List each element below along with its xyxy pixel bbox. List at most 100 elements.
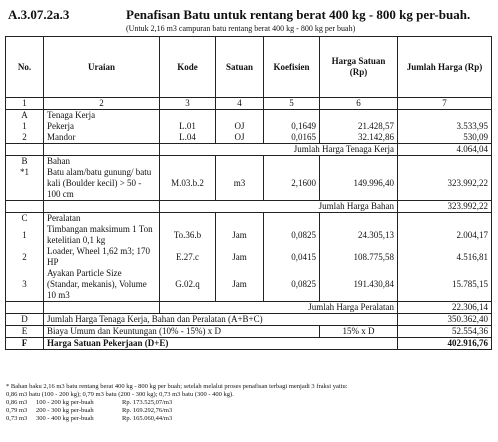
table-row: 3 Ayakan Particle Size (Standar, mekanis… xyxy=(5,268,492,302)
row-harga: 149.996,40 xyxy=(319,167,398,201)
col-header-no: No. xyxy=(5,36,44,98)
subtotal-label: Jumlah Harga Tenaga Kerja xyxy=(159,143,398,156)
total-label: Jumlah Harga Tenaga Kerja, Bahan dan Per… xyxy=(43,313,398,326)
table-row: 2 Mandor L.04 OJ 0,0165 32.142,86 530,09 xyxy=(5,132,492,144)
row-kode: E.27.c xyxy=(159,246,216,268)
row-satuan: OJ xyxy=(215,121,264,132)
total-value: 52.554,36 xyxy=(397,325,492,338)
row-desc: Timbangan maksimum 1 Ton ketelitian 0,1 … xyxy=(43,224,160,246)
row-kode: To.36.b xyxy=(159,224,216,246)
footnote-summary: 0,86 m3 batu (100 - 200 kg); 0,79 m3 bat… xyxy=(6,391,234,398)
row-harga: 191.430,84 xyxy=(319,268,398,302)
row-satuan: Jam xyxy=(215,224,264,246)
section-letter: C xyxy=(5,212,44,224)
subtotal-row-a: Jumlah Harga Tenaga Kerja 4.064,04 xyxy=(5,143,492,156)
subtotal-label: Jumlah Harga Peralatan xyxy=(159,301,398,314)
total-value: 402.916,76 xyxy=(397,337,492,350)
fraction-price: Rp. 165.060,44/m3 xyxy=(122,415,173,422)
column-index-row: 1 2 3 4 5 6 7 xyxy=(5,97,492,110)
total-letter: D xyxy=(5,313,44,326)
fraction-range: 100 - 200 kg per-buah xyxy=(36,399,94,406)
total-letter: F xyxy=(5,337,44,350)
row-koef: 0,1649 xyxy=(263,121,320,132)
row-jumlah: 323.992,22 xyxy=(397,167,492,201)
section-heading: Tenaga Kerja xyxy=(43,109,160,121)
item-code: A.3.07.2a.3 xyxy=(8,7,70,22)
col-header-kode: Kode xyxy=(159,36,216,98)
row-kode: M.03.b.2 xyxy=(159,167,216,201)
section-b-heading-row: B Bahan xyxy=(5,155,492,167)
total-label: Biaya Umum dan Keuntungan (10% - 15%) x … xyxy=(43,325,320,338)
total-row-f: F Harga Satuan Pekerjaan (D+E) 402.916,7… xyxy=(5,337,492,350)
subtotal-value: 22.306,14 xyxy=(397,301,492,314)
subtotal-value: 4.064,04 xyxy=(397,143,492,156)
table-header-row: No. Uraian Kode Satuan Koefisien Harga S… xyxy=(5,36,492,98)
section-letter: A xyxy=(5,109,44,121)
row-no: 3 xyxy=(5,268,44,302)
row-koef: 0,0825 xyxy=(263,268,320,302)
col-header-satuan: Satuan xyxy=(215,36,264,98)
row-kode: L.04 xyxy=(159,132,216,144)
row-koef: 0,0165 xyxy=(263,132,320,144)
row-kode: G.02.q xyxy=(159,268,216,302)
row-koef: 0,0415 xyxy=(263,246,320,268)
section-a-heading-row: A Tenaga Kerja xyxy=(5,109,492,121)
col-index: 4 xyxy=(215,97,264,110)
fraction-row: 0,86 m3 100 - 200 kg per-buah Rp. 173.525,… xyxy=(6,399,492,407)
subtotal-label: Jumlah Harga Bahan xyxy=(159,200,398,213)
total-value: 350.362,40 xyxy=(397,313,492,326)
row-no: 1 xyxy=(5,121,44,132)
page-subtitle: (Untuk 2,16 m3 campuran batu rentang ber… xyxy=(126,24,356,33)
total-koef: 15% x D xyxy=(319,325,398,338)
col-index: 3 xyxy=(159,97,216,110)
row-jumlah: 4.516,81 xyxy=(397,246,492,268)
row-satuan: m3 xyxy=(215,167,264,201)
table-row: 1 Timbangan maksimum 1 Ton ketelitian 0,… xyxy=(5,224,492,246)
section-letter: B xyxy=(5,155,44,167)
row-jumlah: 3.533,95 xyxy=(397,121,492,132)
row-kode: L.01 xyxy=(159,121,216,132)
row-desc: Loader, Wheel 1,62 m3; 170 HP xyxy=(43,246,160,268)
total-row-d: D Jumlah Harga Tenaga Kerja, Bahan dan P… xyxy=(5,313,492,326)
row-koef: 0,0825 xyxy=(263,224,320,246)
row-harga: 24.305,13 xyxy=(319,224,398,246)
subtotal-row-c: Jumlah Harga Peralatan 22.306,14 xyxy=(5,301,492,314)
document-header: A.3.07.2a.3 Penafisan Batu untuk rentang… xyxy=(6,4,492,34)
total-letter: E xyxy=(5,325,44,338)
footnotes: * Bahan baku 2,16 m3 batu rentang berat … xyxy=(6,383,492,423)
row-harga: 32.142,86 xyxy=(319,132,398,144)
row-no: 2 xyxy=(5,246,44,268)
fraction-range: 200 - 300 kg per-buah xyxy=(36,407,94,414)
fraction-row: 0,73 m3 300 - 400 kg per-buah Rp. 165.060,… xyxy=(6,415,492,423)
row-jumlah: 2.004,17 xyxy=(397,224,492,246)
col-index: 2 xyxy=(43,97,160,110)
col-header-harga-satuan: Harga Satuan (Rp) xyxy=(319,36,398,98)
fraction-range: 300 - 400 kg per-buah xyxy=(36,415,94,422)
col-header-koefisien: Koefisien xyxy=(263,36,320,98)
section-c-heading-row: C Peralatan xyxy=(5,212,492,224)
table-row: 2 Loader, Wheel 1,62 m3; 170 HP E.27.c J… xyxy=(5,246,492,268)
col-index: 5 xyxy=(263,97,320,110)
row-desc: Pekerja xyxy=(43,121,160,132)
col-index: 7 xyxy=(397,97,492,110)
col-header-jumlah-harga: Jumlah Harga (Rp) xyxy=(397,36,492,98)
fraction-qty: 0,79 m3 xyxy=(6,407,28,414)
price-analysis-table: No. Uraian Kode Satuan Koefisien Harga S… xyxy=(5,36,492,350)
row-jumlah: 15.785,15 xyxy=(397,268,492,302)
fraction-price: Rp. 173.525,07/m3 xyxy=(122,399,173,406)
fraction-qty: 0,86 m3 xyxy=(6,399,28,406)
row-harga: 108.775,58 xyxy=(319,246,398,268)
page-title: Penafisan Batu untuk rentang berat 400 k… xyxy=(126,7,471,22)
table-row: 1 Pekerja L.01 OJ 0,1649 21.428,57 3.533… xyxy=(5,121,492,132)
row-desc: Ayakan Particle Size (Standar, mekanis),… xyxy=(43,268,160,302)
col-header-uraian: Uraian xyxy=(43,36,160,98)
table-row: *1 Batu alam/batu gunung/ batu kali (Bou… xyxy=(5,167,492,201)
footnote-intro: * Bahan baku 2,16 m3 batu rentang berat … xyxy=(6,383,348,390)
section-heading: Bahan xyxy=(43,155,160,167)
row-jumlah: 530,09 xyxy=(397,132,492,144)
section-heading: Peralatan xyxy=(43,212,160,224)
row-satuan: Jam xyxy=(215,268,264,302)
row-satuan: OJ xyxy=(215,132,264,144)
subtotal-value: 323.992,22 xyxy=(397,200,492,213)
subtotal-row-b: Jumlah Harga Bahan 323.992,22 xyxy=(5,200,492,213)
